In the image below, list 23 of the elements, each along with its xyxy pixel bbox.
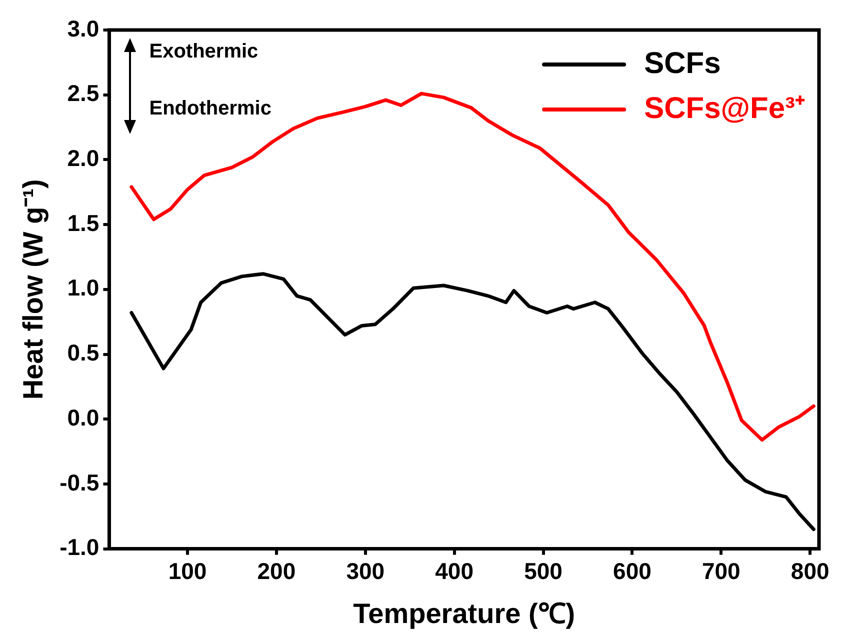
y-tick-label: 1.0 — [67, 274, 100, 301]
y-axis-title: Heat flow (W g⁻¹) — [18, 179, 49, 400]
annotation: Exothermic — [149, 40, 258, 63]
y-tick-label: 2.5 — [67, 80, 100, 106]
y-tick-label: 3.0 — [67, 15, 100, 42]
annotation: Endothermic — [149, 98, 272, 120]
y-tick-label: 1.5 — [67, 210, 100, 236]
x-tick-label: 500 — [524, 558, 562, 584]
x-tick-label: 800 — [790, 558, 830, 584]
x-tick-label: 700 — [702, 558, 740, 584]
x-tick-label: 300 — [346, 558, 385, 584]
x-tick-label: 100 — [168, 558, 207, 584]
x-tick-label: 200 — [257, 558, 296, 584]
x-axis-title: Temperature (℃) — [353, 598, 576, 629]
y-tick-label: 0.0 — [67, 404, 100, 430]
x-tick-label: 600 — [613, 558, 652, 584]
x-tick-label: 400 — [435, 558, 474, 584]
y-tick-label: 0.5 — [67, 340, 100, 366]
y-tick-label: -1.0 — [60, 534, 100, 560]
legend-label: SCFs@Fe³⁺ — [644, 92, 805, 125]
y-tick-label: 2.0 — [67, 145, 100, 172]
legend-label: SCFs — [644, 46, 721, 80]
y-tick-label: -0.5 — [60, 469, 100, 496]
